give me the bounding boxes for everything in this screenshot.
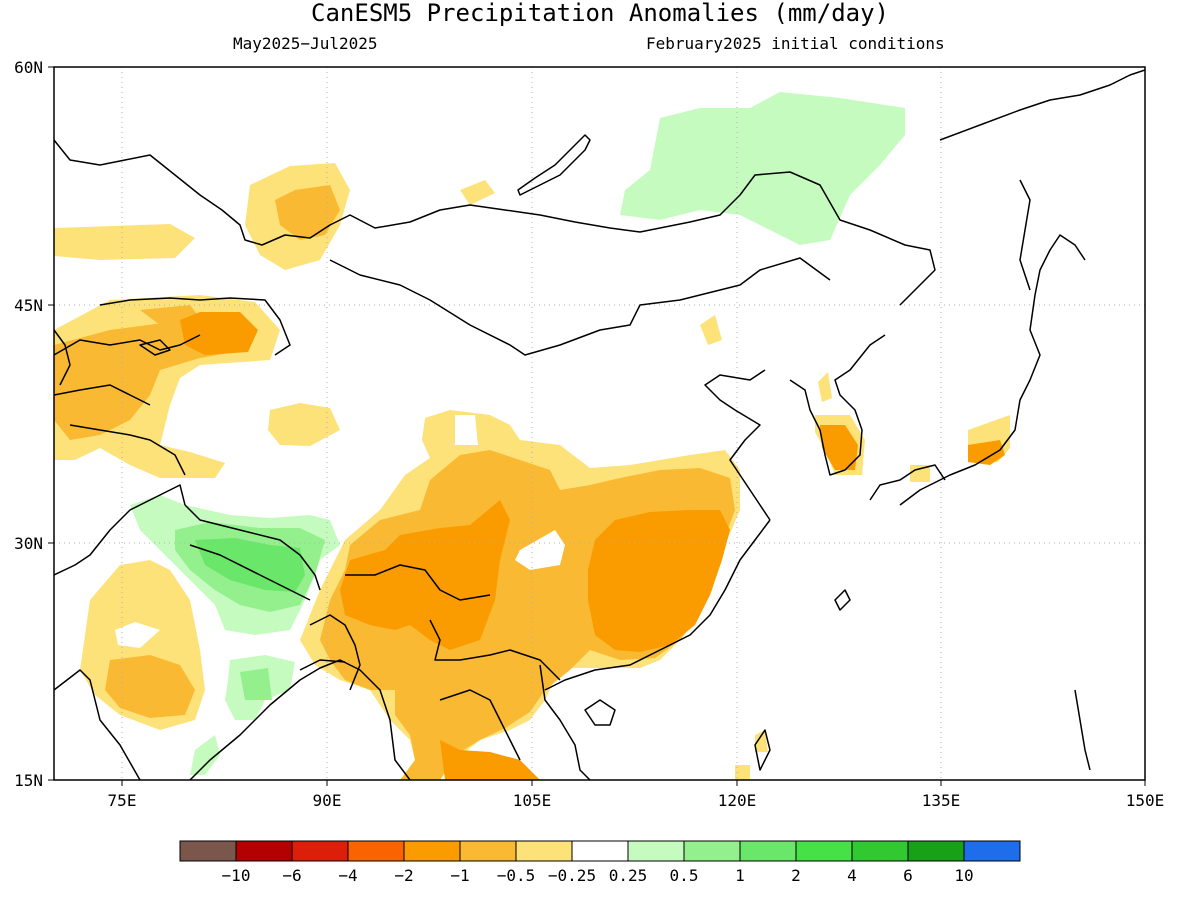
legend-swatch [571, 840, 629, 862]
lon-label: 105E [513, 791, 552, 810]
initial-conditions: February2025 initial conditions [646, 34, 945, 53]
graticule [54, 67, 1145, 780]
legend-swatch [963, 840, 1021, 862]
wet-strong-regions [195, 538, 305, 592]
neutral-patch [515, 530, 565, 570]
lat-label: 45N [14, 296, 43, 315]
legend-swatch [515, 840, 573, 862]
anomaly-field [54, 92, 1010, 780]
lon-label: 75E [108, 791, 137, 810]
legend-swatch [235, 840, 293, 862]
lat-axis: 60N 45N 30N 15N [14, 58, 43, 790]
legend-label: −6 [282, 866, 301, 885]
coastlines-and-borders [54, 69, 1145, 780]
lat-label: 60N [14, 58, 43, 77]
color-legend [179, 840, 1021, 862]
legend-label: −0.25 [548, 866, 596, 885]
legend-swatch [795, 840, 853, 862]
lon-label: 135E [922, 791, 961, 810]
dry-strong-regions [180, 312, 1005, 780]
legend-swatch [627, 840, 685, 862]
legend-swatch [851, 840, 909, 862]
legend-label: −1 [450, 866, 469, 885]
legend-label: 0.5 [670, 866, 699, 885]
legend-label: 2 [791, 866, 801, 885]
legend-swatch [403, 840, 461, 862]
legend-swatch [683, 840, 741, 862]
legend-swatch [907, 840, 965, 862]
legend-swatch [739, 840, 797, 862]
lat-label: 15N [14, 771, 43, 790]
map-title: CanESM5 Precipitation Anomalies (mm/day) [311, 0, 889, 27]
legend-swatch [291, 840, 349, 862]
legend-label: 1 [735, 866, 745, 885]
axis-ticks [48, 66, 1146, 786]
legend-label: −4 [338, 866, 357, 885]
legend-swatch [179, 840, 237, 862]
lat-label: 30N [14, 534, 43, 553]
legend-label: −10 [222, 866, 251, 885]
legend-label: 4 [847, 866, 857, 885]
legend-swatch [459, 840, 517, 862]
lon-axis: 75E 90E 105E 120E 135E 150E [108, 791, 1165, 810]
lon-label: 120E [718, 791, 757, 810]
color-legend-labels: −10 −6 −4 −2 −1 −0.5 −0.25 0.25 0.5 1 2 4 6 10 [222, 866, 974, 885]
legend-label: −2 [394, 866, 413, 885]
legend-label: −0.5 [497, 866, 536, 885]
map-frame [53, 66, 1146, 781]
forecast-period: May2025−Jul2025 [233, 34, 378, 53]
legend-label: 0.25 [609, 866, 648, 885]
lon-label: 90E [313, 791, 342, 810]
lon-label: 150E [1126, 791, 1165, 810]
legend-label: 6 [903, 866, 913, 885]
legend-label: 10 [954, 866, 973, 885]
legend-swatch [347, 840, 405, 862]
